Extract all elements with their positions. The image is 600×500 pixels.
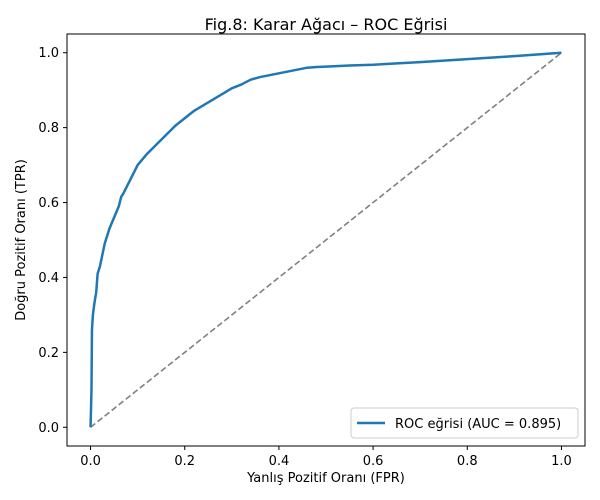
y-axis-ticks: 0.0 0.2 0.4 0.6 0.8 1.0	[38, 46, 67, 436]
roc-curve-line	[89, 51, 562, 428]
y-tick-label: 0.8	[38, 121, 59, 136]
plot-frame	[66, 33, 586, 447]
y-tick-label: 0.6	[38, 196, 59, 211]
y-tick-label: 0.0	[38, 421, 59, 436]
x-tick-label: 0.0	[80, 454, 101, 469]
legend-box	[350, 407, 579, 439]
x-tick-label: 0.2	[174, 454, 195, 469]
legend: ROC eğrisi (AUC = 0.895)	[350, 407, 579, 439]
y-tick-label: 1.0	[38, 46, 59, 61]
x-tick-label: 1.0	[551, 454, 572, 469]
legend-label: ROC eğrisi (AUC = 0.895)	[395, 417, 561, 432]
y-tick-label: 0.2	[38, 346, 59, 361]
chart-title: Fig.8: Karar Ağacı – ROC Eğrisi	[205, 15, 448, 34]
x-tick-label: 0.4	[269, 454, 290, 469]
y-axis-label: Doğru Pozitif Oranı (TPR)	[14, 159, 29, 321]
x-tick-label: 0.6	[363, 454, 384, 469]
random-classifier-line	[90, 52, 562, 428]
y-tick-label: 0.4	[38, 271, 59, 286]
x-tick-label: 0.8	[457, 454, 478, 469]
plot-area	[89, 51, 562, 428]
x-axis-label: Yanlış Pozitif Oranı (FPR)	[246, 471, 405, 486]
x-axis-ticks: 0.0 0.2 0.4 0.6 0.8 1.0	[80, 446, 572, 469]
